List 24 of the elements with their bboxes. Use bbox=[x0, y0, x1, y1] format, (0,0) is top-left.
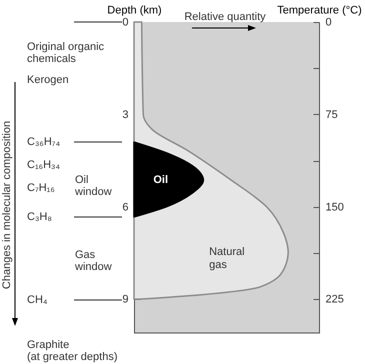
y-axis-title: Depth (km) bbox=[107, 4, 162, 16]
x-axis-title: Relative quantity bbox=[184, 11, 266, 23]
y2-tick-label: 75 bbox=[326, 108, 338, 121]
text: Graphite (at greater depths) bbox=[27, 339, 118, 363]
series-label: Oil bbox=[153, 174, 168, 186]
text: C₃H₈ bbox=[27, 211, 52, 223]
y2-tick-label: 225 bbox=[326, 294, 344, 306]
y-tick-label: 3 bbox=[122, 108, 128, 121]
text: CH₄ bbox=[27, 294, 48, 306]
series-label: Natural gas bbox=[209, 246, 245, 272]
text: Gas window bbox=[74, 249, 112, 273]
y2-tick-label: 0 bbox=[326, 16, 332, 28]
text: Original organic chemicals bbox=[27, 41, 105, 65]
text: C₃₆H₇₄ bbox=[27, 136, 61, 148]
text: Changes in molecular composition bbox=[1, 120, 13, 290]
text: C₁₆H₃₄ bbox=[27, 159, 61, 171]
text: Kerogen bbox=[27, 74, 69, 86]
y-tick-label: 0 bbox=[122, 16, 128, 28]
y2-tick-label: 150 bbox=[326, 201, 344, 214]
text: C₇H₁₆ bbox=[27, 182, 55, 194]
y-tick-label: 9 bbox=[122, 294, 128, 306]
text: Oil window bbox=[74, 174, 112, 198]
y-tick-label: 6 bbox=[122, 201, 128, 214]
y2-axis-title: Temperature (°C) bbox=[277, 4, 362, 16]
